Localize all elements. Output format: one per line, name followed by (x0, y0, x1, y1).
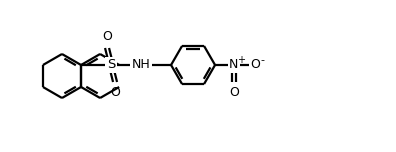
Text: NH: NH (132, 59, 150, 71)
Text: O: O (110, 86, 120, 100)
Text: +: + (237, 55, 245, 65)
Text: O: O (229, 86, 239, 100)
Text: O: O (102, 31, 112, 43)
Text: N: N (229, 59, 238, 71)
Text: -: - (261, 55, 265, 65)
Text: S: S (107, 59, 115, 71)
Text: O: O (250, 59, 260, 71)
